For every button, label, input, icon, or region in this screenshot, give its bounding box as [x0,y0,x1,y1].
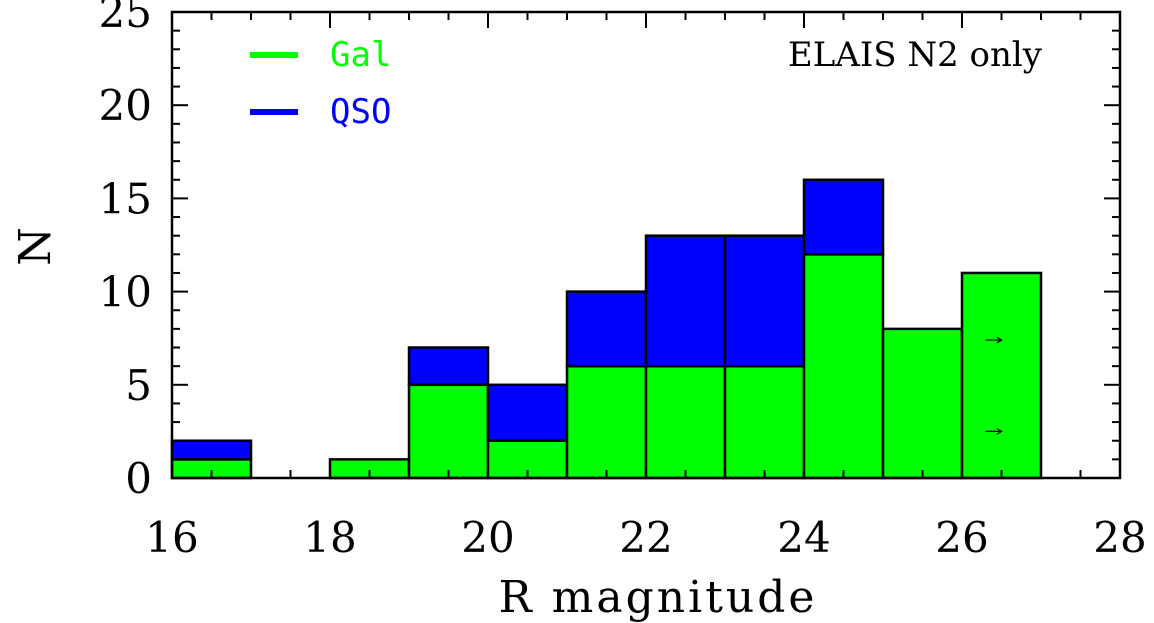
lower-limit-arrow-0 [985,336,1003,344]
y-tick-label: 15 [99,174,152,223]
bar-qso-19 [407,346,490,387]
bars-group [170,178,1043,480]
bar-gal-21 [565,364,648,480]
bar-gal-24 [802,253,885,480]
x-tick-label: 24 [777,513,830,562]
bar-qso-20 [486,383,569,442]
legend-label-gal: Gal [330,35,391,75]
y-tick-label: 10 [99,268,152,317]
bar-qso-24 [802,178,885,256]
y-tick-label: 25 [99,0,152,37]
sample-annotation: ELAIS N2 only [788,35,1043,75]
bar-gal-19 [407,383,490,480]
bar-qso-16 [170,439,253,461]
lower-limit-arrows [985,336,1003,435]
bar-qso-22 [644,234,727,368]
legend: Gal QSO [250,35,391,132]
bar-gal-22 [644,364,727,480]
x-axis-title: R magnitude [499,572,818,623]
x-tick-label: 20 [461,513,514,562]
legend-label-qso: QSO [330,92,391,132]
y-tick-label: 0 [125,454,152,503]
x-tick-label: 26 [935,513,988,562]
bar-gal-25 [881,327,964,480]
x-tick-label: 16 [145,513,198,562]
y-axis-title: N [10,224,61,266]
bar-gal-26 [960,271,1043,480]
bar-qso-23 [723,234,806,368]
plot-frame [170,10,1122,480]
bar-gal-23 [723,364,806,480]
x-tick-label: 22 [619,513,672,562]
x-tick-label: 28 [1093,513,1146,562]
bar-qso-21 [565,290,648,368]
y-tick-label: 5 [125,361,152,410]
y-tick-label: 20 [99,81,152,130]
x-tick-label: 18 [303,513,356,562]
tick-labels-group: 16 18 20 22 24 26 28 0 5 10 15 20 25 [99,0,1147,562]
lower-limit-arrow-1 [985,427,1003,435]
